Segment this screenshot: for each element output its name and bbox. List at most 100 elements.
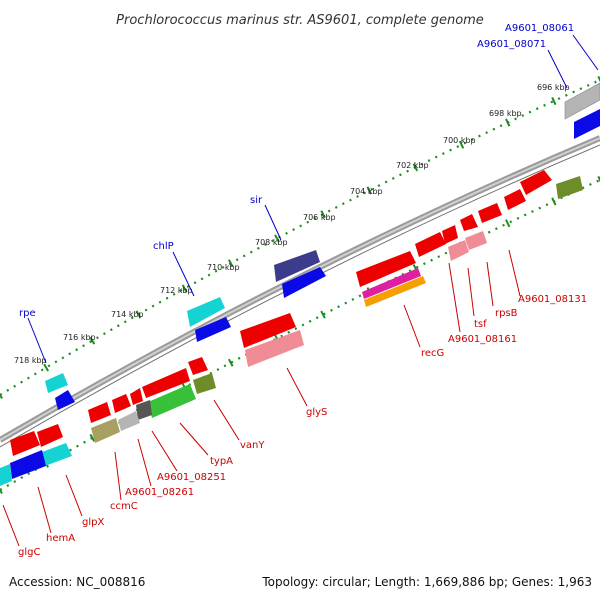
- tick-mark: [458, 140, 465, 149]
- tick-mark: [505, 118, 511, 127]
- kbp-label: 700 kbp: [443, 136, 476, 145]
- gene-label-top: sir: [250, 195, 263, 206]
- gene-feature: [274, 250, 320, 282]
- tick-mark: [135, 310, 142, 319]
- gene-feature: [364, 276, 426, 307]
- gene-feature: [362, 268, 421, 299]
- gene-label-bottom: hemA: [46, 533, 75, 544]
- gene-feature: [37, 424, 63, 447]
- kbp-label: 704 kbp: [350, 187, 383, 196]
- gene-feature: [188, 357, 208, 375]
- top-leader-lines: [27, 34, 599, 364]
- backbone: [0, 135, 600, 448]
- gene-feature: [88, 402, 111, 423]
- gene-label-bottom: vanY: [240, 440, 265, 451]
- gene-label-top: A9601_08071: [477, 39, 546, 50]
- tick-mark: [597, 75, 600, 83]
- kbp-label: 710 kbp: [207, 263, 240, 272]
- gene-label-bottom: A9601_08261: [125, 487, 194, 498]
- tick-mark: [366, 186, 372, 195]
- outer-major-ticks: [0, 75, 600, 399]
- gene-label-bottom: A9601_08161: [448, 334, 517, 345]
- tick-mark: [89, 433, 96, 442]
- gene-feature: [0, 464, 12, 486]
- kbp-label: 708 kbp: [255, 238, 288, 247]
- gene-feature: [148, 384, 196, 418]
- gene-feature: [574, 109, 600, 139]
- gene-label-bottom: recG: [421, 348, 444, 359]
- gene-feature: [504, 189, 526, 210]
- gene-label-top: chlP: [153, 241, 174, 252]
- gene-feature: [55, 390, 75, 410]
- gene-label-bottom: tsf: [474, 319, 487, 330]
- tick-mark: [320, 310, 326, 319]
- tick-mark: [274, 234, 280, 243]
- tick-mark: [0, 393, 3, 399]
- tick-mark: [181, 284, 188, 293]
- kbp-label: 714 kbp: [111, 310, 144, 319]
- gene-feature: [478, 203, 502, 223]
- accession-text: Accession: NC_008816: [9, 575, 145, 589]
- gene-label-bottom: A9601_08251: [157, 472, 226, 483]
- gene-feature: [142, 368, 190, 398]
- gene-feature: [460, 214, 478, 231]
- gene-feature: [10, 431, 40, 456]
- gene-feature: [10, 450, 46, 479]
- tick-mark: [597, 175, 600, 183]
- tick-mark: [320, 210, 326, 219]
- tick-mark: [551, 197, 557, 206]
- gene-feature: [564, 82, 600, 120]
- gene-label-bottom: rpsB: [495, 308, 518, 319]
- gene-feature: [240, 313, 296, 348]
- inner-features: [0, 170, 583, 486]
- topology-text: Topology: circular; Length: 1,669,886 bp…: [261, 575, 592, 589]
- gene-feature: [91, 418, 120, 443]
- kbp-label: 706 kbp: [303, 213, 336, 222]
- tick-mark: [227, 259, 234, 268]
- tick-mark: [43, 363, 50, 372]
- gene-label-bottom: glpX: [82, 517, 104, 528]
- kbp-label: 698 kbp: [489, 109, 522, 118]
- kbp-label: 716 kbp: [63, 333, 96, 342]
- gene-label-bottom: glgC: [18, 547, 40, 558]
- gene-feature: [112, 394, 131, 413]
- tick-mark: [551, 96, 557, 106]
- gene-feature: [195, 317, 231, 342]
- gene-feature: [118, 411, 140, 431]
- gene-feature: [415, 232, 446, 257]
- gene-label-bottom: A9601_08131: [518, 294, 587, 305]
- gene-label-top: rpe: [19, 308, 36, 319]
- outer-tick-track: [0, 78, 600, 396]
- gene-feature: [282, 267, 326, 298]
- kbp-label: 718 kbp: [14, 356, 47, 365]
- gene-feature: [130, 388, 143, 405]
- gene-feature: [136, 400, 152, 420]
- gene-feature: [520, 170, 552, 195]
- gene-feature: [356, 251, 416, 287]
- gene-label-bottom: glyS: [306, 407, 327, 418]
- gene-feature: [448, 240, 469, 261]
- gene-feature: [193, 373, 216, 394]
- gene-feature: [556, 176, 583, 199]
- bottom-leader-lines: [2, 249, 521, 547]
- kbp-label: 702 kbp: [396, 161, 429, 170]
- map-title: Prochlorococcus marinus str. AS9601, com…: [116, 13, 484, 28]
- tick-mark: [0, 487, 3, 494]
- kbp-label: 712 kbp: [160, 286, 193, 295]
- kbp-label: 696 kbp: [537, 83, 570, 92]
- gene-label-bottom: ccmC: [110, 501, 138, 512]
- gene-label-bottom: typA: [210, 456, 233, 467]
- tick-mark: [505, 219, 511, 228]
- tick-mark: [228, 358, 234, 367]
- gene-feature: [465, 231, 487, 250]
- gene-feature: [45, 373, 68, 393]
- gene-feature: [245, 330, 304, 367]
- gene-label-top: A9601_08061: [505, 23, 574, 34]
- gene-feature: [442, 225, 458, 244]
- gene-feature: [42, 443, 72, 466]
- outer-features: [45, 82, 600, 410]
- gene-feature: [187, 297, 225, 327]
- tick-mark: [89, 336, 96, 345]
- inner-tick-track: [0, 179, 600, 491]
